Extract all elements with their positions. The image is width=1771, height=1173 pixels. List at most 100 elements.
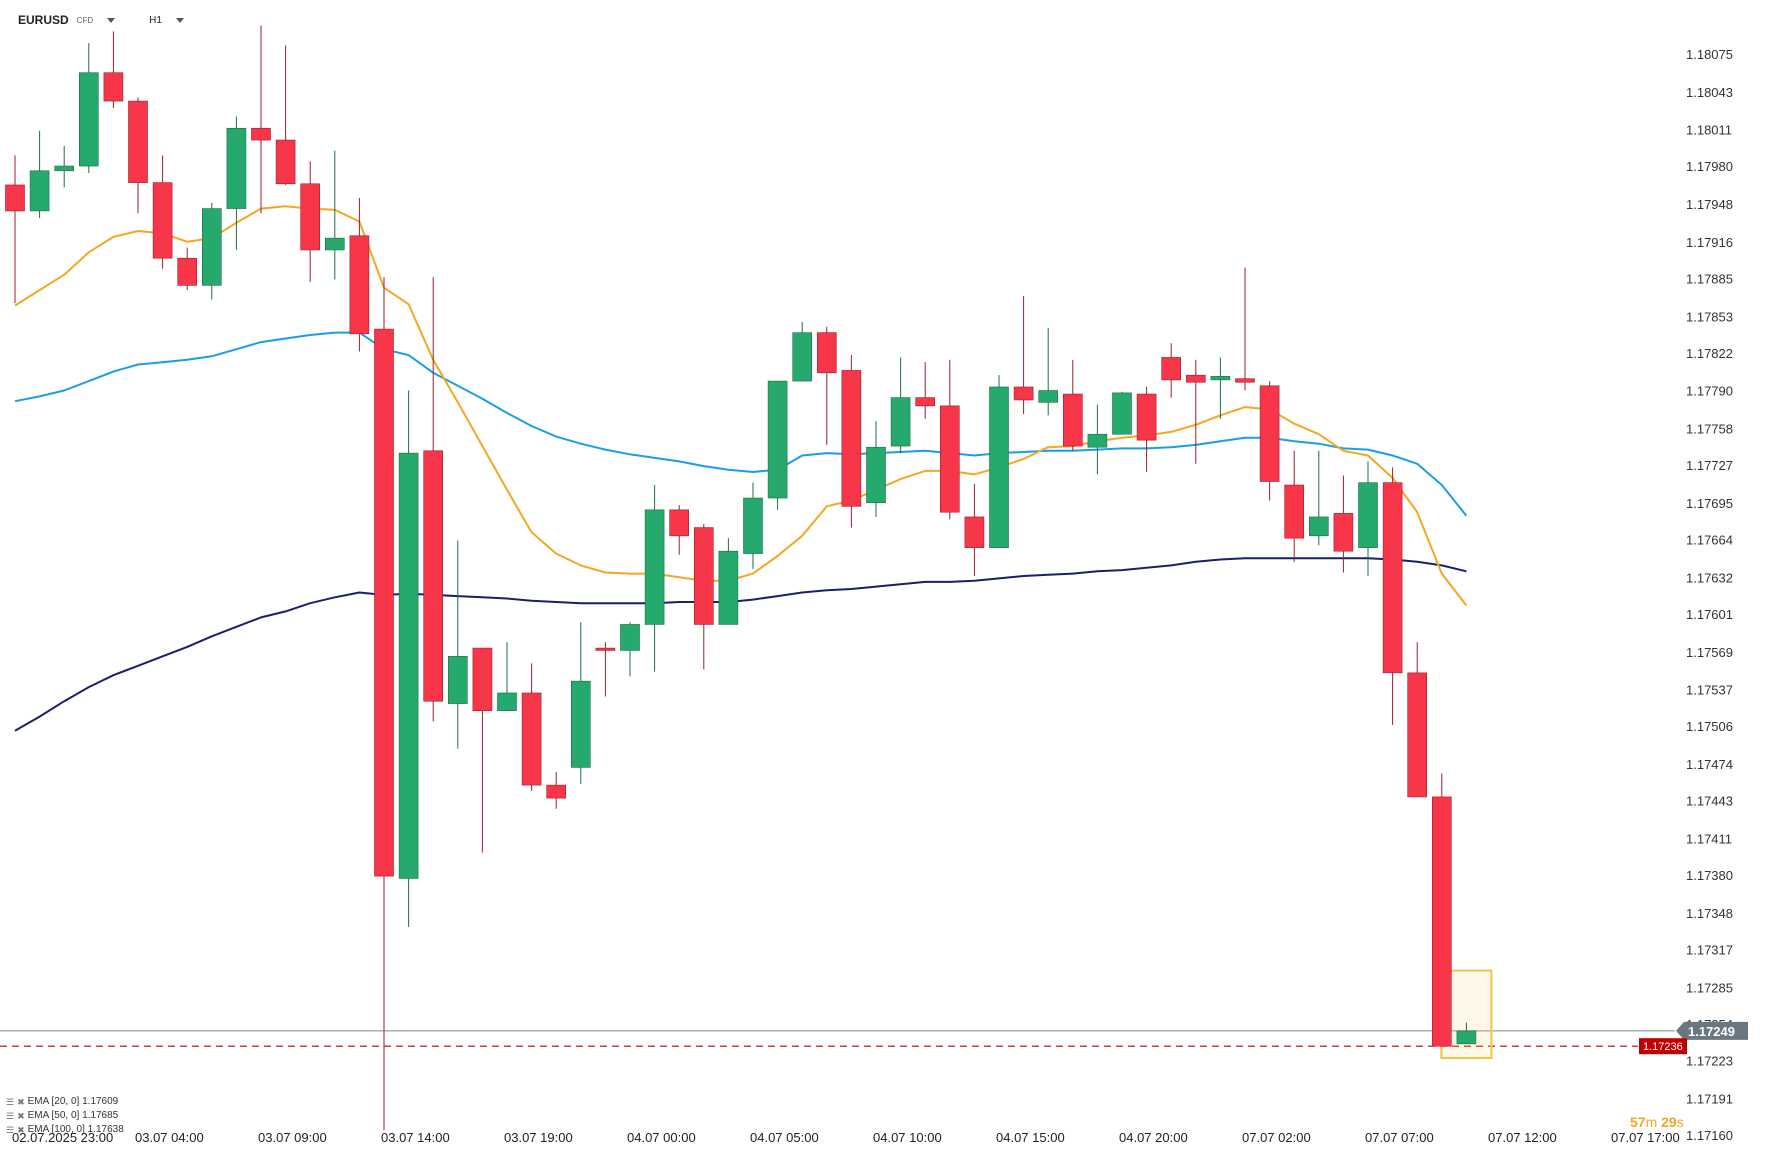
candle-body xyxy=(300,183,321,251)
ema-50-line xyxy=(14,331,1468,517)
x-tick-label: 07.07 02:00 xyxy=(1242,1130,1311,1145)
y-tick-label: 1.17885 xyxy=(1686,271,1733,286)
y-tick-label: 1.18075 xyxy=(1686,47,1733,62)
candle-body xyxy=(890,397,911,447)
candle-body xyxy=(1284,484,1304,539)
candle-body xyxy=(546,784,567,799)
indicator-label: EMA [100, 0] 1.17638 xyxy=(27,1124,124,1135)
candle-body xyxy=(1038,390,1058,403)
indicator-settings-icon[interactable]: ☰ xyxy=(6,1097,15,1107)
x-tick-label: 03.07 19:00 xyxy=(504,1130,573,1145)
candle-body xyxy=(152,182,173,259)
indicator-row: ☰ ✖ EMA [100, 0] 1.17638 xyxy=(6,1123,124,1137)
y-tick-label: 1.17160 xyxy=(1686,1128,1733,1143)
candle-body xyxy=(1456,1030,1477,1045)
y-tick-label: 1.17223 xyxy=(1686,1054,1733,1069)
x-tick-label: 07.07 17:00 xyxy=(1611,1130,1680,1145)
candle-body xyxy=(841,370,862,507)
x-tick-label: 02.07.2025 23:00 xyxy=(12,1130,113,1145)
indicator-settings-icon[interactable]: ☰ xyxy=(6,1125,15,1135)
y-tick-label: 1.17569 xyxy=(1686,645,1733,660)
indicator-label: EMA [20, 0] 1.17609 xyxy=(27,1096,119,1107)
candle-body xyxy=(1382,482,1403,674)
x-tick-label: 03.07 14:00 xyxy=(381,1130,450,1145)
candle-body xyxy=(1309,516,1329,537)
y-tick-label: 1.17537 xyxy=(1686,683,1733,698)
y-tick-label: 1.18011 xyxy=(1686,123,1732,138)
candle-body xyxy=(1112,392,1132,435)
candle-body xyxy=(497,692,517,711)
candle-body xyxy=(1235,378,1255,383)
candle-body xyxy=(964,516,985,548)
y-tick-label: 1.17664 xyxy=(1686,533,1733,548)
candle-body xyxy=(251,127,271,141)
candle-body xyxy=(1013,386,1034,401)
x-tick-label: 07.07 12:00 xyxy=(1488,1130,1557,1145)
x-tick-label: 03.07 09:00 xyxy=(258,1130,327,1145)
candle-body xyxy=(54,165,75,172)
candle-body xyxy=(693,527,714,625)
candle-body xyxy=(570,680,591,768)
candle-body xyxy=(989,386,1009,548)
candle-body xyxy=(521,692,542,786)
y-tick-label: 1.17790 xyxy=(1686,384,1733,399)
candle-body xyxy=(5,184,25,212)
candle-body xyxy=(1259,385,1280,482)
y-tick-label: 1.17758 xyxy=(1686,422,1733,437)
countdown-minutes-unit: m xyxy=(1645,1114,1658,1130)
y-tick-label: 1.17727 xyxy=(1686,458,1733,473)
candle-body xyxy=(1333,513,1354,552)
current-price-tag-label: 1.17249 xyxy=(1688,1024,1735,1039)
candle-body xyxy=(324,237,345,251)
candle-body xyxy=(595,647,616,651)
symbol-dropdown-icon[interactable] xyxy=(107,17,116,23)
candle-body xyxy=(447,656,468,704)
y-tick-label: 1.17916 xyxy=(1686,235,1733,250)
x-tick-label: 04.07 00:00 xyxy=(627,1130,696,1145)
y-tick-label: 1.17695 xyxy=(1686,496,1733,511)
x-tick-label: 07.07 07:00 xyxy=(1365,1130,1434,1145)
candle-body xyxy=(79,72,99,167)
y-tick-label: 1.17380 xyxy=(1686,868,1733,883)
indicator-remove-icon[interactable]: ✖ xyxy=(17,1111,25,1121)
timeframe-label[interactable]: H1 xyxy=(149,14,162,26)
y-tick-label: 1.17443 xyxy=(1686,794,1733,809)
candle-body xyxy=(226,127,247,209)
ema-20-line xyxy=(14,205,1468,607)
symbol-name[interactable]: EURUSD xyxy=(18,13,69,27)
candle-body xyxy=(374,328,394,877)
candle-body xyxy=(1063,393,1083,447)
timeframe-dropdown-icon[interactable] xyxy=(175,17,184,23)
y-tick-label: 1.17506 xyxy=(1686,719,1733,734)
candle-body xyxy=(275,139,296,185)
indicator-row: ☰ ✖ EMA [20, 0] 1.17609 xyxy=(6,1095,124,1109)
y-tick-label: 1.17980 xyxy=(1686,159,1733,174)
candle-body xyxy=(472,647,493,711)
indicator-settings-icon[interactable]: ☰ xyxy=(6,1111,15,1121)
candle-body xyxy=(1210,376,1231,381)
x-tick-label: 04.07 10:00 xyxy=(873,1130,942,1145)
y-tick-label: 1.17285 xyxy=(1686,980,1733,995)
indicator-remove-icon[interactable]: ✖ xyxy=(17,1125,25,1135)
y-tick-label: 1.17948 xyxy=(1686,197,1733,212)
candle-body xyxy=(202,208,222,286)
x-tick-label: 04.07 15:00 xyxy=(996,1130,1065,1145)
x-tick-label: 04.07 05:00 xyxy=(750,1130,819,1145)
candle-body xyxy=(1407,672,1427,798)
y-tick-label: 1.17411 xyxy=(1686,831,1732,846)
candle-body xyxy=(939,405,960,513)
indicator-remove-icon[interactable]: ✖ xyxy=(17,1097,25,1107)
candle-body xyxy=(1087,433,1108,448)
y-tick-label: 1.17191 xyxy=(1686,1091,1733,1106)
y-tick-label: 1.17853 xyxy=(1686,309,1733,324)
candle-body xyxy=(398,452,419,879)
indicator-row: ☰ ✖ EMA [50, 0] 1.17685 xyxy=(6,1109,124,1123)
y-tick-label: 1.18043 xyxy=(1686,85,1733,100)
indicator-legend: ☰ ✖ EMA [20, 0] 1.17609 ☰ ✖ EMA [50, 0] … xyxy=(6,1095,124,1137)
x-tick-label: 04.07 20:00 xyxy=(1119,1130,1188,1145)
countdown-seconds: 29 xyxy=(1661,1114,1677,1130)
candle-body xyxy=(866,446,886,504)
y-tick-label: 1.17317 xyxy=(1686,943,1733,958)
